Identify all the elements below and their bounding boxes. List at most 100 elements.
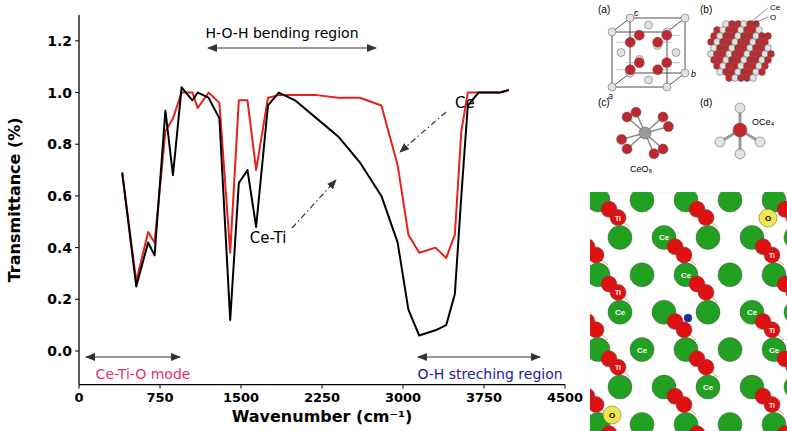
atom [631,107,641,117]
atom [634,30,644,40]
atom [622,144,632,154]
region-arrow [208,47,376,48]
x-tick-label: 3000 [385,390,421,405]
annotations: H-O-H bending regionCe-Ti-O modeO-H stre… [86,25,563,382]
panel-label: (d) [700,97,712,108]
atom-label: O [609,411,615,420]
atom-label: Ce [747,308,758,317]
atom [625,65,635,75]
ti-atom [786,210,787,226]
cluster [708,21,775,82]
pointer [752,17,768,24]
series-group [122,87,509,335]
atom [608,28,616,36]
region-arrow [86,356,180,357]
x-tick [79,385,80,389]
leader-line [400,112,446,152]
atom [658,144,668,154]
atom [622,112,632,122]
ti-atom [590,397,604,413]
y-tick-label: 0.4 [47,240,72,256]
atom [663,122,673,132]
y-tick [75,195,79,196]
atom [768,51,775,58]
x-tick [565,385,566,389]
panel-label: (b) [700,4,712,15]
y-tick [75,299,79,300]
cell-edge [685,18,686,73]
y-tick-label: 0.2 [47,291,72,307]
crystal-frame [590,192,787,431]
atom [759,69,766,76]
polyhedron-label: CeO₈ [630,164,653,174]
atom [672,49,680,57]
ce-atom [696,225,720,249]
ce-atom [608,225,632,249]
ce-atom [630,192,654,212]
series-labels: CeCe-Ti [250,94,475,247]
x-tick-label: 2250 [304,390,340,405]
x-tick [403,385,404,389]
atom-label: Ce [659,233,670,242]
cell-axis-label: c [634,8,639,18]
axes: 0750150022503000375045000.00.20.40.60.81… [5,15,583,426]
atom [617,49,625,57]
unit-cell [608,14,689,91]
y-tick [75,144,79,145]
ti-atom [676,322,692,338]
structure-panel: (a)abc(b)CeO(c)CeO₈(d)OCe₄CeCeCeCeCeCeCe… [542,3,787,431]
atom-label: Ti [615,289,621,296]
ce-atom [608,375,632,399]
atom [663,83,671,91]
ti-atom [610,210,626,226]
ti-atom [590,322,604,338]
x-tick-label: 0 [74,390,83,405]
ce-atom [718,412,742,431]
ti-atom [764,247,780,263]
atom [765,33,772,40]
atom [735,103,745,113]
x-tick-label: 4500 [547,390,583,405]
ce-atom [630,263,654,287]
atom [733,123,747,137]
ti-atom [610,284,626,300]
atom [626,14,634,22]
atom [755,137,765,147]
ti-atom [610,359,626,375]
ti-atom [676,247,692,263]
atom [625,37,635,47]
series-line [122,87,509,335]
atom [649,149,659,159]
y-tick-label: 0.0 [47,343,72,359]
ti-atom [601,426,617,431]
x-tick [322,385,323,389]
atom-label: Ce [703,383,714,392]
ceo8 [617,107,674,159]
panel-label: (c) [598,97,610,108]
ti-atom [764,322,780,338]
atom [658,112,668,122]
panel-label: (a) [598,4,610,15]
ti-atom [698,210,714,226]
x-axis-title: Wavenumber (cm⁻¹) [232,407,413,426]
region-arrow [418,356,540,357]
ce-atom [718,263,742,287]
atom-label: Ce [681,271,692,280]
annotation-text: Ce-Ti-O mode [96,366,191,382]
y-tick-label: 1.0 [47,85,72,101]
atom [765,45,772,52]
ti-atom [689,426,705,431]
ce-atom [784,225,787,249]
atom [756,27,763,34]
ti-atom [698,284,714,300]
atom-label: Ti [615,364,621,371]
leader-line [292,180,336,228]
atom [762,63,769,70]
polyhedron-label: OCe₄ [752,117,775,127]
o-atom [603,406,621,424]
atom [634,58,644,68]
atom [765,57,772,64]
crystal [590,192,787,431]
cell-axis-label: b [691,69,696,79]
atom-label: Ce [615,308,626,317]
